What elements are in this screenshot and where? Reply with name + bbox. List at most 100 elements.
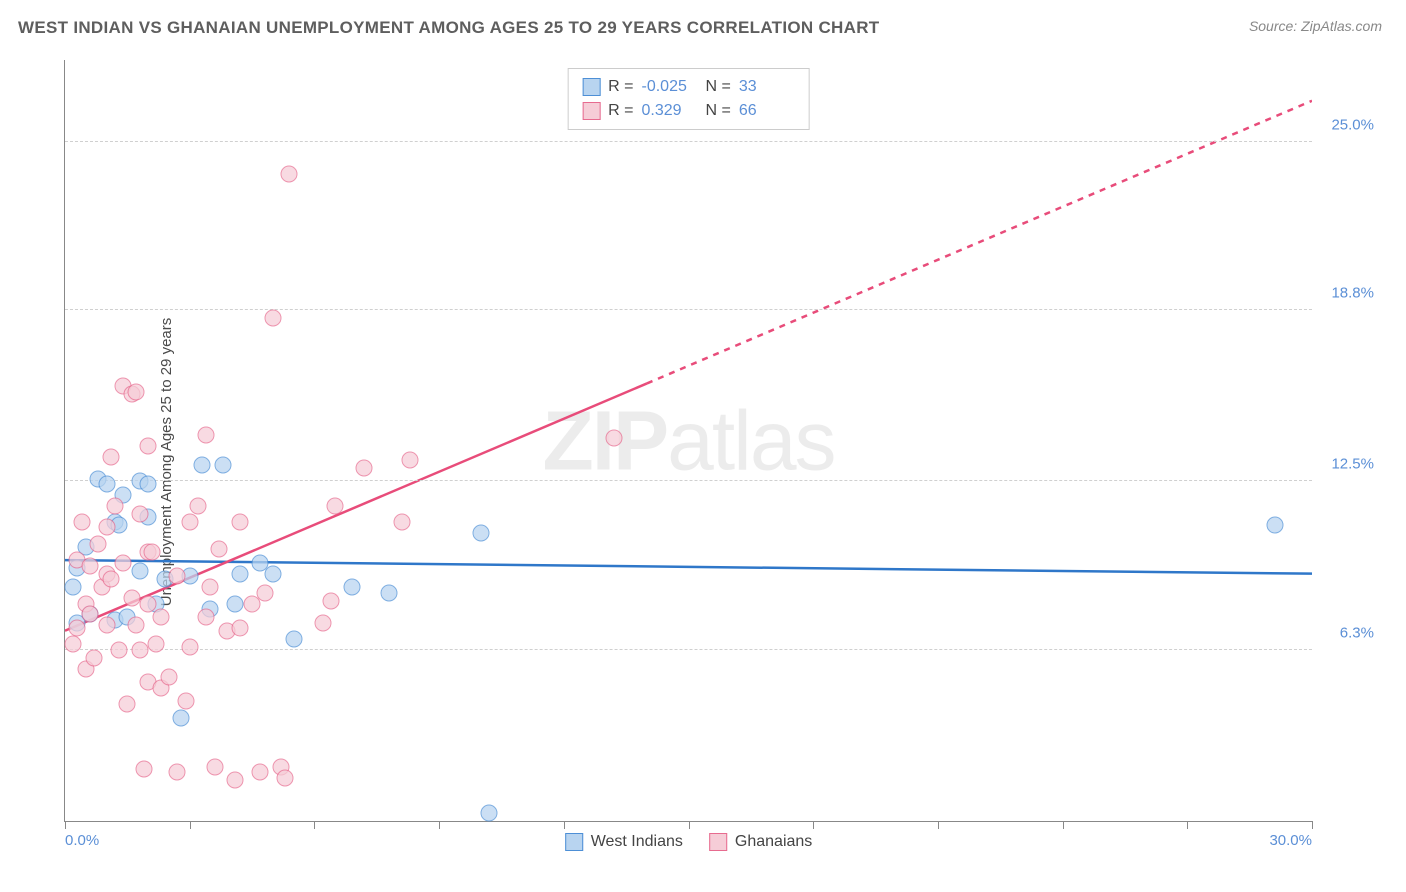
scatter-point bbox=[102, 448, 119, 465]
scatter-point bbox=[181, 639, 198, 656]
scatter-point bbox=[73, 514, 90, 531]
chart-container: Unemployment Among Ages 25 to 29 years Z… bbox=[18, 50, 1382, 874]
scatter-point bbox=[277, 769, 294, 786]
scatter-point bbox=[285, 630, 302, 647]
legend-n-label: N = bbox=[706, 75, 731, 99]
x-axis-tick bbox=[689, 821, 690, 829]
scatter-point bbox=[202, 579, 219, 596]
scatter-point bbox=[327, 497, 344, 514]
gridline bbox=[65, 480, 1312, 481]
scatter-point bbox=[264, 310, 281, 327]
scatter-point bbox=[169, 568, 186, 585]
gridline bbox=[65, 141, 1312, 142]
scatter-point bbox=[160, 668, 177, 685]
chart-header: WEST INDIAN VS GHANAIAN UNEMPLOYMENT AMO… bbox=[0, 0, 1406, 38]
scatter-point bbox=[90, 535, 107, 552]
scatter-point bbox=[210, 541, 227, 558]
scatter-point bbox=[131, 505, 148, 522]
scatter-point bbox=[65, 636, 82, 653]
scatter-point bbox=[144, 543, 161, 560]
scatter-point bbox=[119, 696, 136, 713]
legend-r-value: -0.025 bbox=[642, 75, 698, 99]
scatter-point bbox=[98, 617, 115, 634]
legend-swatch bbox=[709, 833, 727, 851]
scatter-point bbox=[214, 456, 231, 473]
scatter-point bbox=[115, 554, 132, 571]
x-axis-min-label: 0.0% bbox=[65, 832, 99, 849]
x-axis-tick bbox=[813, 821, 814, 829]
legend-r-label: R = bbox=[608, 75, 633, 99]
scatter-point bbox=[140, 437, 157, 454]
scatter-point bbox=[127, 383, 144, 400]
y-axis-tick-label: 12.5% bbox=[1331, 456, 1374, 473]
y-axis-tick-label: 25.0% bbox=[1331, 116, 1374, 133]
x-axis-max-label: 30.0% bbox=[1269, 832, 1312, 849]
x-axis-tick bbox=[190, 821, 191, 829]
scatter-point bbox=[472, 524, 489, 541]
gridline bbox=[65, 649, 1312, 650]
scatter-point bbox=[605, 429, 622, 446]
scatter-point bbox=[98, 476, 115, 493]
scatter-point bbox=[131, 641, 148, 658]
scatter-point bbox=[190, 497, 207, 514]
scatter-point bbox=[123, 590, 140, 607]
scatter-point bbox=[1266, 516, 1283, 533]
x-axis-tick bbox=[65, 821, 66, 829]
x-axis-tick bbox=[1063, 821, 1064, 829]
plot-area: ZIPatlas R =-0.025N =33R =0.329N =66 6.3… bbox=[65, 60, 1312, 821]
scatter-point bbox=[98, 519, 115, 536]
legend-swatch bbox=[582, 102, 600, 120]
scatter-point bbox=[65, 579, 82, 596]
scatter-point bbox=[323, 592, 340, 609]
scatter-point bbox=[381, 584, 398, 601]
x-axis-tick bbox=[1312, 821, 1313, 829]
x-axis-tick bbox=[1187, 821, 1188, 829]
legend-r-value: 0.329 bbox=[642, 99, 698, 123]
series-legend-label: Ghanaians bbox=[735, 833, 812, 851]
scatter-point bbox=[227, 772, 244, 789]
scatter-point bbox=[231, 620, 248, 637]
legend-n-label: N = bbox=[706, 99, 731, 123]
scatter-point bbox=[69, 620, 86, 637]
scatter-point bbox=[152, 609, 169, 626]
scatter-point bbox=[194, 456, 211, 473]
scatter-point bbox=[173, 709, 190, 726]
scatter-point bbox=[227, 595, 244, 612]
scatter-point bbox=[393, 514, 410, 531]
scatter-point bbox=[314, 614, 331, 631]
series-legend-item: Ghanaians bbox=[709, 833, 812, 851]
scatter-point bbox=[81, 557, 98, 574]
source-attribution: Source: ZipAtlas.com bbox=[1249, 18, 1382, 34]
scatter-point bbox=[102, 571, 119, 588]
scatter-point bbox=[231, 514, 248, 531]
scatter-point bbox=[127, 617, 144, 634]
scatter-point bbox=[343, 579, 360, 596]
scatter-point bbox=[231, 565, 248, 582]
scatter-point bbox=[148, 636, 165, 653]
legend-r-label: R = bbox=[608, 99, 633, 123]
legend-swatch bbox=[565, 833, 583, 851]
scatter-point bbox=[106, 497, 123, 514]
scatter-point bbox=[256, 584, 273, 601]
scatter-point bbox=[198, 427, 215, 444]
plot-frame: ZIPatlas R =-0.025N =33R =0.329N =66 6.3… bbox=[64, 60, 1312, 822]
gridline bbox=[65, 309, 1312, 310]
x-axis-tick bbox=[314, 821, 315, 829]
scatter-point bbox=[281, 166, 298, 183]
scatter-point bbox=[140, 595, 157, 612]
scatter-point bbox=[140, 476, 157, 493]
legend-n-value: 33 bbox=[739, 75, 795, 99]
legend-swatch bbox=[582, 78, 600, 96]
legend-row: R = -0.025 N = 33 bbox=[582, 75, 795, 99]
scatter-point bbox=[264, 565, 281, 582]
trend-lines bbox=[65, 60, 1312, 821]
series-legend-item: West Indians bbox=[565, 833, 683, 851]
legend-row: R =0.329N =66 bbox=[582, 99, 795, 123]
y-axis-tick-label: 6.3% bbox=[1340, 624, 1374, 641]
chart-title: WEST INDIAN VS GHANAIAN UNEMPLOYMENT AMO… bbox=[18, 18, 879, 38]
scatter-point bbox=[111, 641, 128, 658]
watermark-rest: atlas bbox=[667, 393, 834, 487]
correlation-legend: R =-0.025N =33R =0.329N =66 bbox=[567, 68, 810, 130]
scatter-point bbox=[81, 606, 98, 623]
scatter-point bbox=[169, 764, 186, 781]
